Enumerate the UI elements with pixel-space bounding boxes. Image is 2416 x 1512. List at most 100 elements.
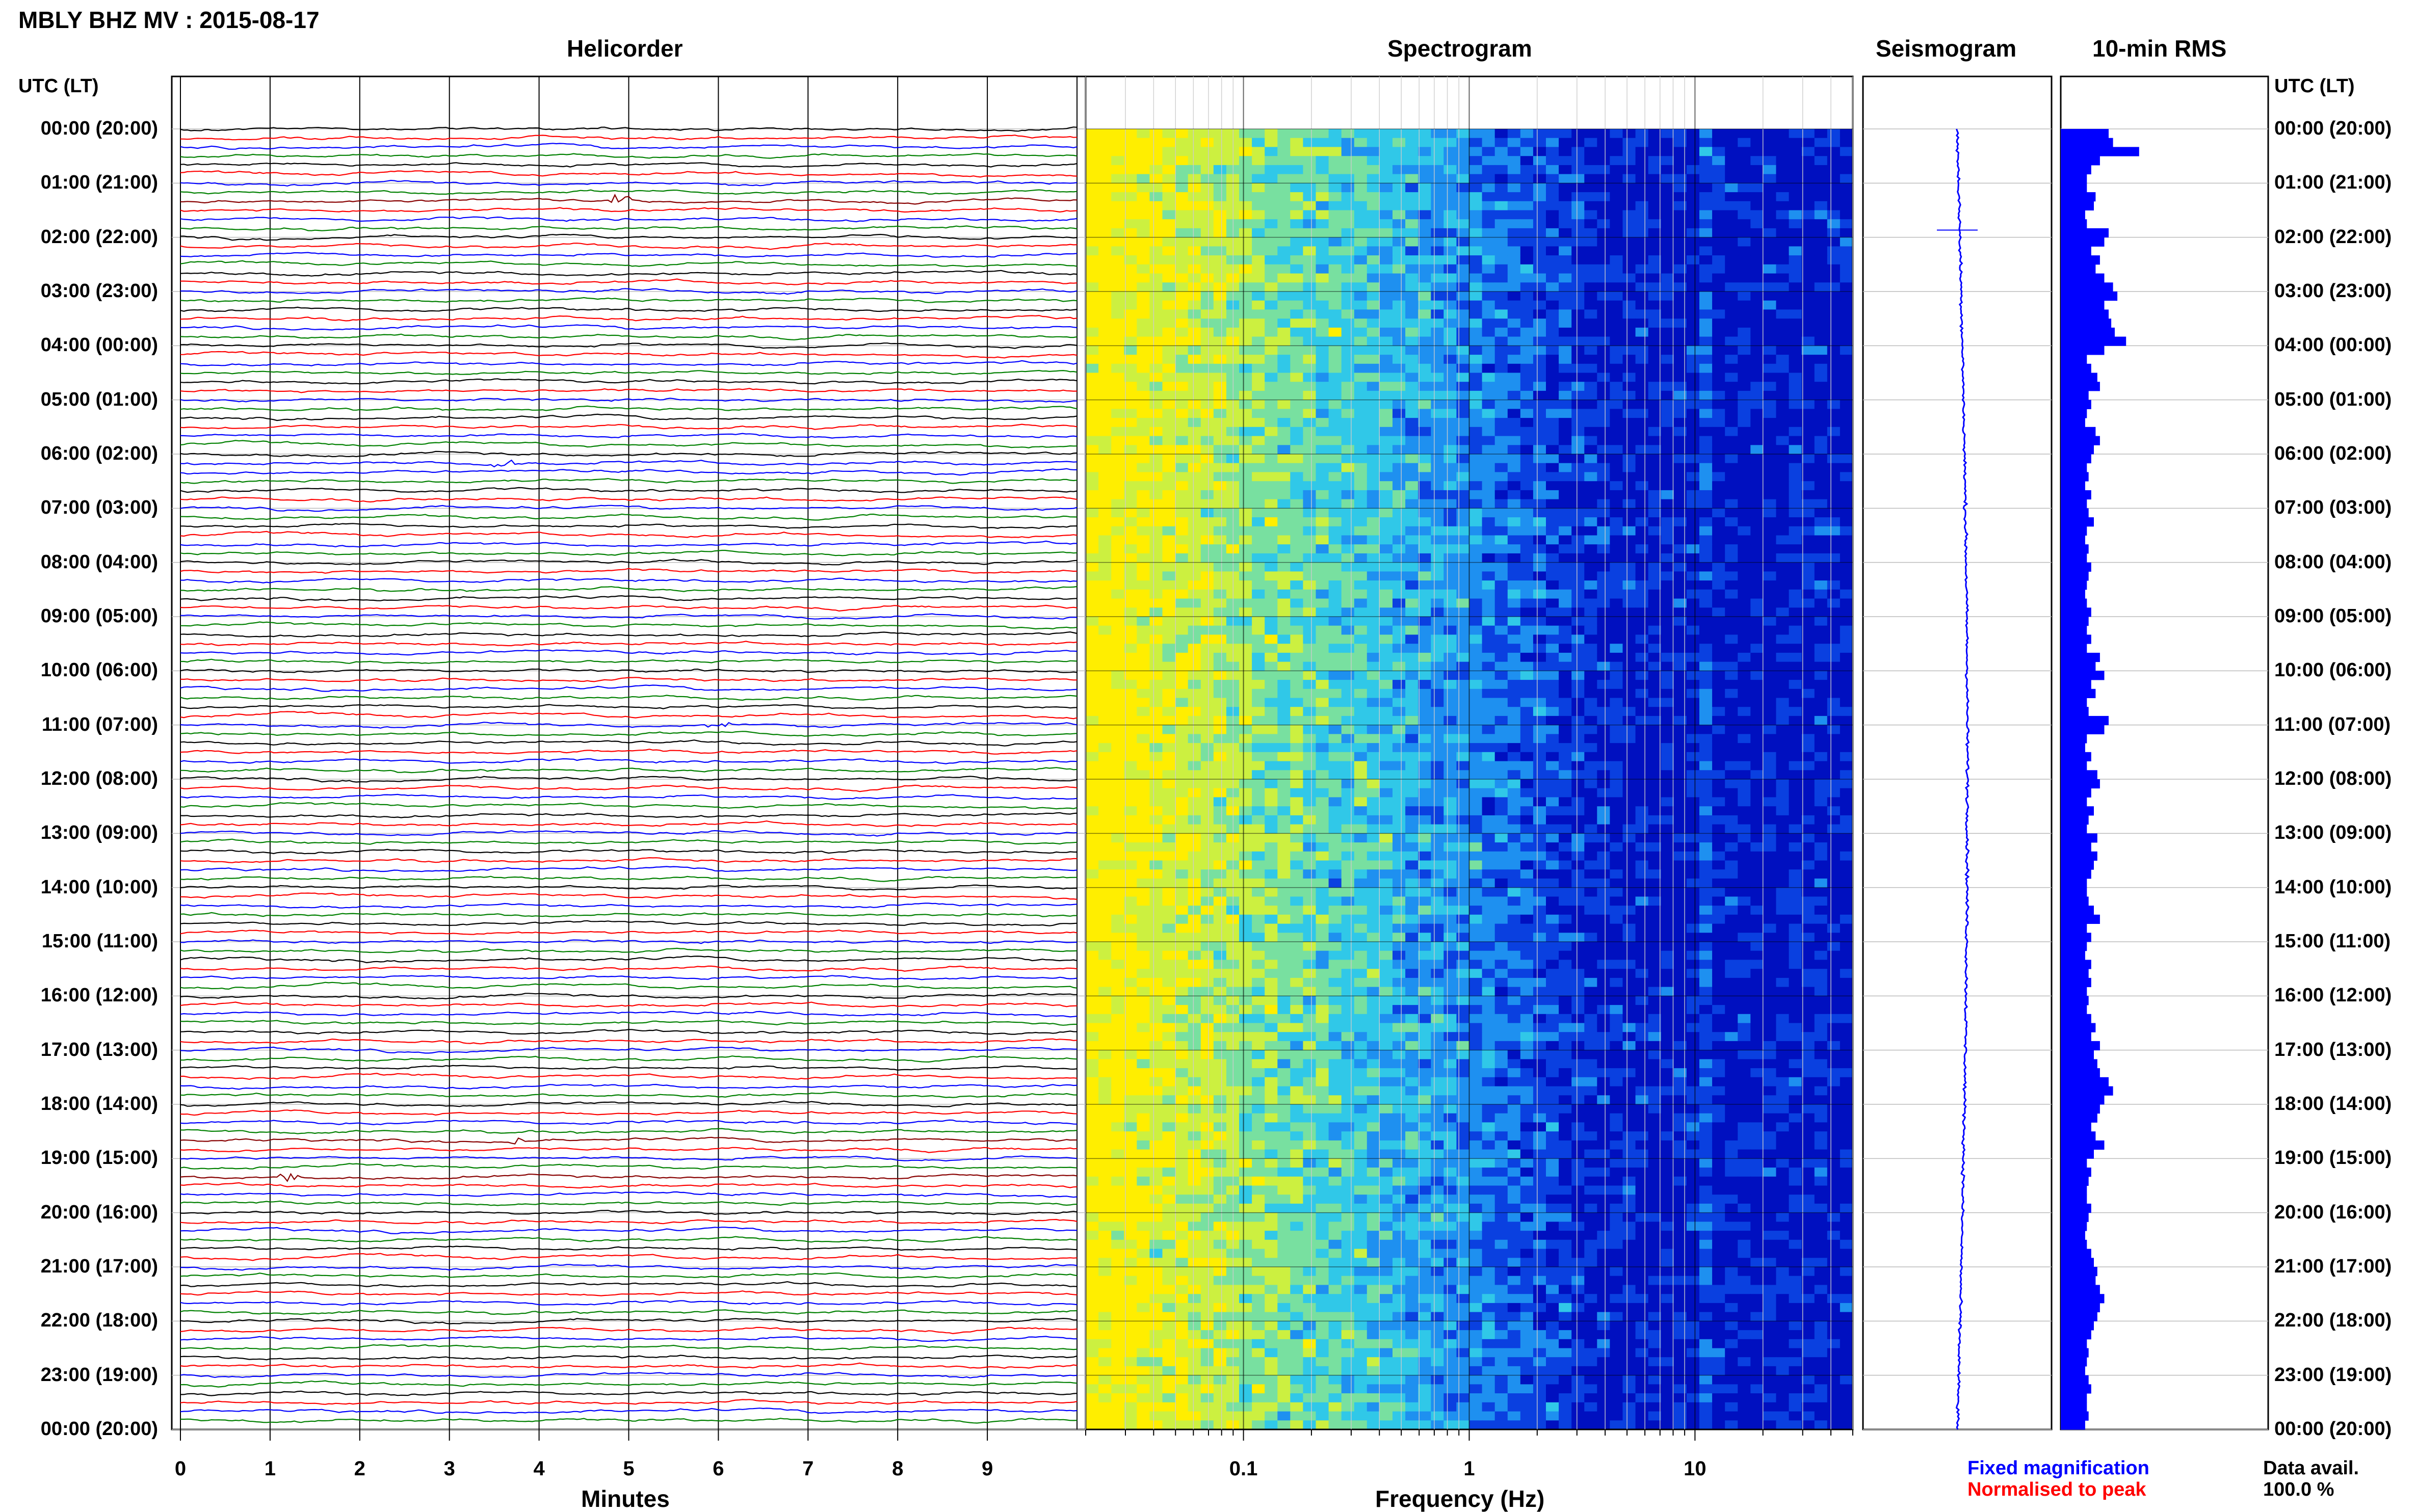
spectrogram-cell [1111, 481, 1125, 491]
spectrogram-cell [1086, 571, 1099, 581]
spectrogram-cell [1405, 508, 1419, 518]
spectrogram-cell [1290, 382, 1304, 391]
spectrogram-cell [1393, 734, 1406, 744]
spectrogram-cell [1622, 788, 1636, 798]
spectrogram-cell [1175, 355, 1189, 364]
spectrogram-cell [1494, 273, 1508, 283]
spectrogram-cell [1494, 833, 1508, 843]
spectrogram-cell [1303, 607, 1317, 617]
spectrogram-cell [1098, 336, 1112, 347]
spectrogram-cell [1086, 734, 1099, 744]
spectrogram-cell [1124, 237, 1138, 247]
spectrogram-cell [1149, 661, 1163, 672]
spectrogram-cell [1303, 382, 1317, 391]
spectrogram-cell [1546, 138, 1559, 148]
spectrogram-cell [1725, 715, 1739, 726]
spectrogram-cell [1584, 607, 1598, 617]
spectrogram-cell [1431, 617, 1445, 626]
spectrogram-cell [1252, 698, 1265, 707]
spectrogram-cell [1635, 174, 1649, 184]
spectrogram-cell [1277, 562, 1291, 572]
spectrogram-cell [1610, 129, 1623, 139]
spectrogram-cell [1750, 833, 1764, 843]
spectrogram-cell [1482, 309, 1495, 319]
spectrogram-cell [1597, 192, 1611, 202]
spectrogram-cell [1827, 463, 1841, 473]
spectrogram-cell [1635, 463, 1649, 473]
spectrogram-cell [1469, 535, 1483, 545]
spectrogram-cell [1712, 291, 1725, 301]
spectrogram-cell [1469, 607, 1483, 617]
spectrogram-cell [1750, 634, 1764, 644]
spectrogram-cell [1738, 499, 1751, 509]
spectrogram-cell [1597, 400, 1611, 410]
spectrogram-cell [1661, 589, 1674, 599]
spectrogram-cell [1712, 156, 1725, 166]
spectrogram-cell [1200, 436, 1214, 446]
spectrogram-cell [1443, 571, 1457, 581]
spectrogram-cell [1137, 436, 1150, 446]
spectrogram-cell [1443, 752, 1457, 762]
spectrogram-cell [1188, 517, 1201, 527]
spectrogram-cell [1673, 129, 1687, 139]
spectrogram-cell [1098, 264, 1112, 274]
spectrogram-cell [1584, 806, 1598, 816]
spectrogram-cell [1456, 851, 1470, 861]
spectrogram-cell [1840, 517, 1853, 527]
spectrogram-cell [1149, 806, 1163, 816]
spectrogram-cell [1520, 156, 1534, 166]
spectrogram-cell [1405, 255, 1419, 265]
spectrogram-cell [1265, 363, 1278, 374]
spectrogram-cell [1699, 336, 1713, 347]
spectrogram-cell [1827, 390, 1841, 401]
spectrogram-cell [1750, 165, 1764, 175]
spectrogram-cell [1328, 427, 1342, 437]
spectrogram-cell [1661, 517, 1674, 527]
spectrogram-cell [1635, 725, 1649, 735]
spectrogram-cell [1098, 535, 1112, 545]
spectrogram-cell [1584, 129, 1598, 139]
spectrogram-cell [1546, 264, 1559, 274]
spectrogram-cell [1827, 517, 1841, 527]
spectrogram-cell [1648, 472, 1662, 482]
spectrogram-cell [1635, 607, 1649, 617]
spectrogram-cell [1571, 743, 1585, 753]
spectrogram-cell [1188, 617, 1201, 626]
spectrogram-cell [1789, 390, 1802, 401]
spectrogram-cell [1316, 535, 1329, 545]
spectrogram-cell [1316, 634, 1329, 644]
spectrogram-cell [1290, 282, 1304, 292]
spectrogram-cell [1367, 715, 1380, 726]
spectrogram-cell [1162, 842, 1176, 852]
spectrogram-cell [1673, 219, 1687, 229]
spectrogram-cell [1597, 562, 1611, 572]
spectrogram-cell [1200, 210, 1214, 220]
spectrogram-cell [1738, 210, 1751, 220]
spectrogram-cell [1763, 273, 1777, 283]
spectrogram-cell [1200, 535, 1214, 545]
spectrogram-cell [1494, 255, 1508, 265]
spectrogram-cell [1328, 761, 1342, 771]
spectrogram-cell [1648, 517, 1662, 527]
spectrogram-cell [1673, 499, 1687, 509]
spectrogram-cell [1405, 147, 1419, 156]
spectrogram-cell [1086, 147, 1099, 156]
spectrogram-cell [1520, 382, 1534, 391]
spectrogram-cell [1648, 138, 1662, 148]
spectrogram-cell [1290, 842, 1304, 852]
spectrogram-cell [1213, 797, 1227, 807]
spectrogram-cell [1750, 210, 1764, 220]
spectrogram-cell [1290, 824, 1304, 834]
spectrogram-cell [1200, 183, 1214, 193]
spectrogram-cell [1648, 319, 1662, 328]
spectrogram-cell [1239, 634, 1252, 644]
spectrogram-cell [1622, 734, 1636, 744]
spectrogram-cell [1610, 255, 1623, 265]
spectrogram-cell [1482, 246, 1495, 256]
spectrogram-cell [1443, 508, 1457, 518]
spectrogram-cell [1162, 454, 1176, 464]
spectrogram-cell [1456, 779, 1470, 789]
spectrogram-cell [1699, 174, 1713, 184]
spectrogram-cell [1252, 454, 1265, 464]
spectrogram-cell [1763, 797, 1777, 807]
